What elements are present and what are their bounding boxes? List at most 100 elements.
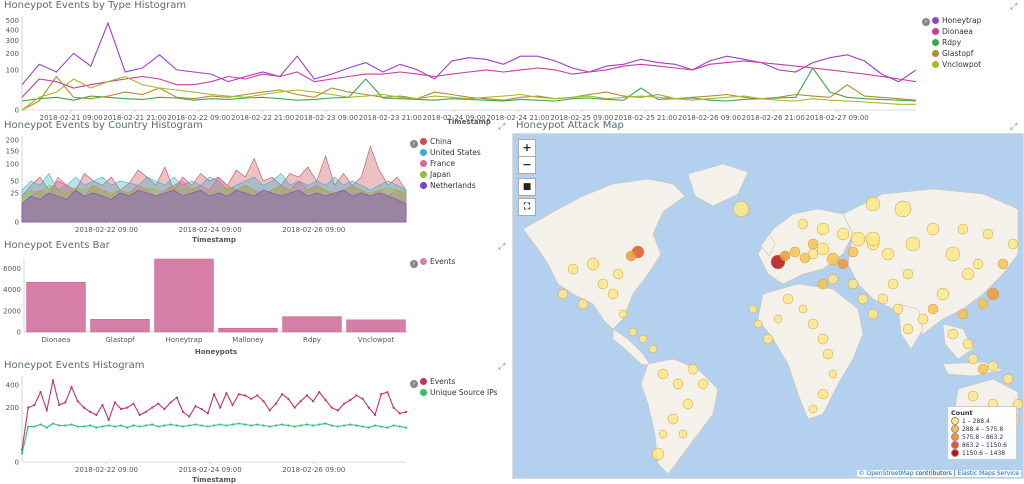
legend-item[interactable]: Events <box>420 376 498 387</box>
data-point <box>45 426 48 429</box>
y-tick-label: 500 <box>6 17 19 25</box>
fit-bounds-button[interactable]: ⛶ <box>518 198 536 216</box>
expand-icon[interactable]: ⤢ <box>498 362 506 372</box>
attack-marker <box>577 298 589 310</box>
zoom-out-button[interactable]: − <box>518 156 536 174</box>
data-point <box>330 424 333 427</box>
attack-marker <box>957 308 969 320</box>
draw-rectangle-button[interactable]: ■ <box>518 178 536 196</box>
data-point <box>126 406 129 409</box>
legend-item[interactable]: Vnclowpot <box>932 59 981 70</box>
data-point <box>119 424 123 427</box>
legend-toggle-icon[interactable]: › <box>410 140 418 148</box>
data-point <box>194 405 197 408</box>
data-point <box>404 410 408 413</box>
attack-marker <box>651 447 665 461</box>
legend-label: Japan <box>430 170 451 179</box>
data-point <box>138 425 141 428</box>
zoom-in-button[interactable]: + <box>518 139 536 157</box>
expand-icon[interactable]: ⤢ <box>498 242 506 252</box>
x-tick-label: 2018-02-26 09:00 <box>678 114 741 122</box>
legend-toggle-icon[interactable]: › <box>410 380 418 388</box>
world-map[interactable] <box>513 134 1023 478</box>
events-bar-title: Honeypot Events Bar <box>4 240 110 251</box>
series-line-vnclowpot <box>21 75 916 111</box>
data-point <box>82 425 86 428</box>
map-legend-swatch <box>951 417 959 425</box>
land-africa <box>757 283 864 420</box>
data-point <box>70 423 73 426</box>
legend-item[interactable]: Rdpy <box>932 37 981 48</box>
legend-item[interactable]: Netherlands <box>420 180 481 191</box>
x-axis-title: Honeypots <box>195 348 237 356</box>
x-tick-label: 2018-02-27 09:00 <box>806 114 869 122</box>
legend-item[interactable]: Unique Source IPs <box>420 387 498 398</box>
x-tick-label: 2018-02-25 21:00 <box>614 114 677 122</box>
data-point <box>33 403 36 407</box>
map-legend-swatch <box>951 441 959 449</box>
legend-item[interactable]: China <box>420 136 481 147</box>
x-tick-label: 2018-02-24 09:00 <box>179 466 242 474</box>
x-tick-label: 2018-02-24 09:00 <box>423 114 486 122</box>
y-tick-label: 6000 <box>3 265 21 273</box>
attack-marker <box>972 258 984 270</box>
legend-item[interactable]: France <box>420 158 481 169</box>
attack-marker <box>967 390 979 402</box>
legend-item[interactable]: Events <box>420 256 455 267</box>
legend-item[interactable]: Japan <box>420 169 481 180</box>
legend-item[interactable]: Glastopf <box>932 48 981 59</box>
attack-marker <box>857 293 869 305</box>
x-tick-label: Glastopf <box>105 336 135 344</box>
legend-label: Events <box>430 257 456 266</box>
attack-marker <box>826 252 840 266</box>
data-point <box>311 400 315 403</box>
x-tick-label: Vnclowpot <box>358 336 395 344</box>
x-tick-label: Dionaea <box>42 336 71 344</box>
expand-icon[interactable]: ⤢ <box>1010 2 1018 12</box>
legend-item[interactable]: Dionaea <box>932 26 981 37</box>
data-point <box>287 397 290 400</box>
data-point <box>268 409 271 412</box>
ems-link[interactable]: Elastic Maps Service <box>957 470 1019 477</box>
expand-icon[interactable]: ⤢ <box>498 122 506 132</box>
attack-marker <box>816 222 830 236</box>
attack-marker <box>567 263 579 275</box>
attack-marker <box>927 303 939 315</box>
attack-map[interactable]: + − ■ ⛶ Count 1 – 288.4 288.4 – 575.8 575.… <box>512 133 1024 479</box>
data-point <box>281 423 284 426</box>
x-tick-label: 2018-02-26 21:00 <box>742 114 805 122</box>
legend-item[interactable]: Honeytrap <box>932 15 981 26</box>
osm-link[interactable]: © OpenStreetMap <box>858 470 914 477</box>
attack-marker <box>557 288 569 300</box>
data-point <box>150 406 154 409</box>
data-point <box>188 415 191 418</box>
data-point <box>361 425 364 428</box>
data-point <box>212 424 216 427</box>
type-histogram-panel: Honeypot Events by Type Histogram ⤢ 0 100… <box>0 0 1024 126</box>
legend-toggle-icon[interactable]: › <box>410 260 418 268</box>
attack-marker <box>902 268 914 280</box>
attack-marker <box>865 231 881 247</box>
expand-icon[interactable]: ⤢ <box>1010 122 1018 132</box>
attack-marker <box>827 273 839 285</box>
attack-marker <box>817 333 829 345</box>
y-tick-label: 400 <box>6 382 19 390</box>
data-point <box>225 392 228 395</box>
legend-swatch <box>420 171 427 178</box>
attack-marker <box>628 327 638 337</box>
legend-item[interactable]: United States <box>420 147 481 158</box>
attack-marker <box>762 333 774 345</box>
attack-marker <box>612 268 624 280</box>
attack-marker <box>917 313 929 325</box>
data-point <box>101 403 104 407</box>
attack-marker <box>657 368 669 380</box>
attack-marker <box>936 287 950 301</box>
x-tick-label: 2018-02-26 09:00 <box>282 466 345 474</box>
y-tick-label: 100 <box>6 161 19 169</box>
data-point <box>27 406 30 409</box>
series-area-france <box>21 176 407 223</box>
legend-label: United States <box>430 148 481 157</box>
legend-toggle-icon[interactable]: › <box>922 18 930 26</box>
data-point <box>287 424 290 427</box>
x-tick-label: 2018-02-23 09:00 <box>295 114 358 122</box>
